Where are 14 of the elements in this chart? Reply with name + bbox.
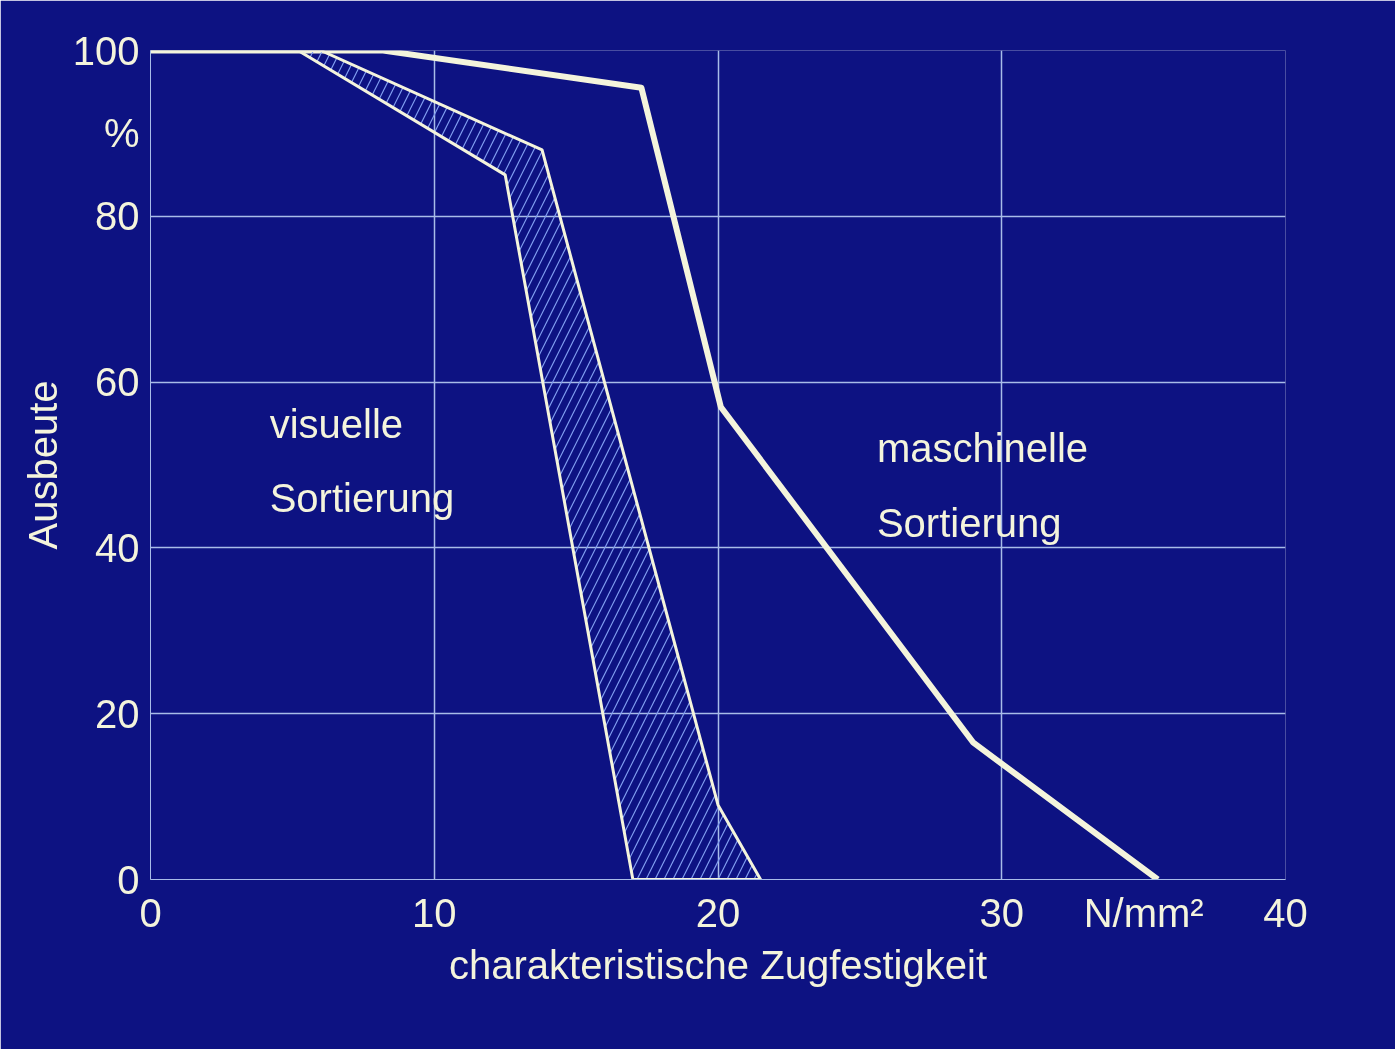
x-tick-label: N/mm² — [1083, 890, 1204, 935]
x-tick-label: 30 — [979, 890, 1024, 935]
y-tick-label: 100 — [72, 28, 140, 73]
x-tick-label: 40 — [1263, 890, 1308, 935]
y-tick-label: 40 — [95, 525, 140, 570]
x-tick-label: 20 — [695, 890, 741, 935]
y-tick-label: % — [103, 111, 140, 156]
y-tick-label: 60 — [95, 360, 140, 405]
y-axis-title: Ausbeute — [20, 380, 65, 550]
y-tick-label: 80 — [95, 194, 140, 239]
x-tick-label: 10 — [412, 890, 457, 935]
y-tick-label: 0 — [117, 857, 140, 902]
y-tick-label: 20 — [95, 691, 140, 736]
x-axis-title: charakteristische Zugfestigkeit — [449, 942, 988, 987]
